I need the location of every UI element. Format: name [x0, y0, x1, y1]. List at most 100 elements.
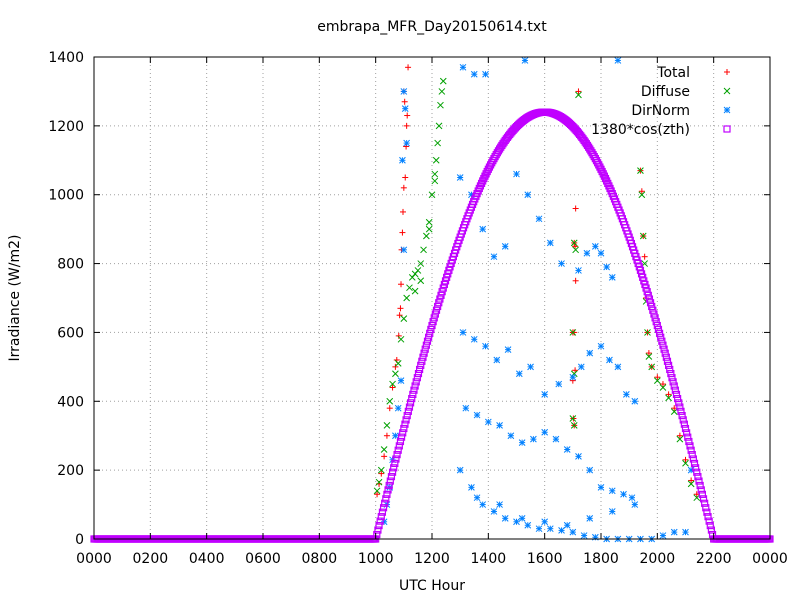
data-point	[404, 407, 412, 415]
data-point	[580, 532, 588, 539]
data-point	[383, 432, 390, 439]
data-point	[482, 170, 490, 178]
data-point	[645, 353, 653, 360]
data-point	[648, 302, 656, 311]
data-point	[698, 490, 707, 498]
legend-label: 1380*cos(zth)	[591, 122, 690, 138]
data-point	[575, 91, 582, 99]
data-point	[479, 225, 487, 233]
data-point	[688, 451, 696, 459]
data-point	[577, 363, 585, 371]
data-point	[375, 478, 383, 486]
data-point	[706, 521, 714, 530]
data-point	[430, 314, 438, 322]
data-point	[521, 57, 529, 64]
data-point	[438, 88, 446, 95]
x-tick-label: 0400	[189, 551, 225, 567]
data-point	[669, 378, 677, 386]
data-point	[432, 156, 440, 164]
data-point	[702, 504, 710, 512]
data-point	[668, 374, 676, 382]
data-point	[676, 432, 683, 439]
data-point	[395, 442, 403, 450]
data-point	[541, 518, 549, 526]
data-point	[546, 525, 554, 533]
grid-lines	[94, 57, 770, 539]
data-point	[395, 332, 402, 339]
data-point	[394, 404, 402, 412]
data-point	[614, 57, 622, 64]
data-point	[693, 468, 701, 476]
data-point	[410, 386, 418, 394]
data-point	[403, 143, 410, 150]
data-point	[428, 321, 436, 330]
data-point	[414, 267, 422, 274]
data-point	[380, 446, 388, 453]
data-point	[650, 310, 658, 318]
data-point	[527, 363, 534, 371]
data-point	[389, 380, 396, 388]
data-point	[575, 88, 582, 95]
data-point	[420, 246, 427, 254]
data-point	[642, 284, 650, 292]
data-point	[670, 408, 678, 415]
data-point	[682, 459, 689, 467]
data-point	[397, 335, 405, 343]
data-point	[411, 382, 419, 390]
data-point	[389, 384, 396, 391]
y-axis-label: Irradiance (W/m2)	[7, 235, 23, 362]
data-point	[665, 394, 672, 402]
data-point	[405, 403, 414, 411]
data-point	[384, 486, 392, 494]
data-point	[403, 122, 410, 129]
data-point	[429, 318, 437, 326]
data-point	[432, 306, 441, 314]
x-tick-label: 0800	[302, 551, 338, 567]
data-point	[417, 361, 425, 369]
data-point	[671, 386, 679, 394]
data-point	[422, 341, 430, 349]
data-point	[400, 246, 408, 254]
data-point	[401, 98, 408, 105]
data-point	[418, 357, 426, 365]
data-point	[675, 399, 683, 407]
data-point	[399, 156, 406, 164]
data-point	[680, 420, 688, 428]
data-point	[676, 435, 684, 443]
data-point	[496, 422, 503, 429]
data-point	[401, 105, 409, 112]
data-point	[419, 353, 427, 361]
data-point	[704, 513, 712, 521]
data-point	[481, 172, 489, 180]
data-point	[569, 373, 577, 381]
x-tick-label: 1200	[414, 551, 450, 567]
data-point	[570, 239, 578, 247]
data-point	[400, 88, 408, 95]
data-point	[383, 422, 391, 429]
data-point	[402, 174, 409, 181]
legend-marker	[723, 87, 731, 95]
data-point	[677, 407, 685, 415]
data-point	[373, 530, 381, 539]
data-point	[687, 480, 695, 488]
data-point	[417, 260, 425, 267]
data-point	[631, 501, 639, 508]
data-point	[679, 416, 687, 424]
data-point	[659, 384, 667, 391]
data-point	[654, 374, 661, 381]
data-point	[687, 446, 695, 454]
data-point	[483, 167, 491, 176]
data-point	[378, 508, 387, 516]
data-point	[644, 291, 652, 299]
data-point	[394, 360, 402, 367]
data-point	[411, 287, 419, 295]
x-tick-label: 1400	[471, 551, 507, 567]
data-point	[394, 446, 402, 454]
data-point	[386, 397, 394, 405]
data-point	[518, 439, 526, 446]
legend-label: Total	[656, 65, 690, 81]
data-point	[558, 260, 565, 267]
data-point	[663, 357, 672, 365]
data-point	[412, 378, 420, 386]
y-tick-label: 0	[75, 532, 84, 548]
